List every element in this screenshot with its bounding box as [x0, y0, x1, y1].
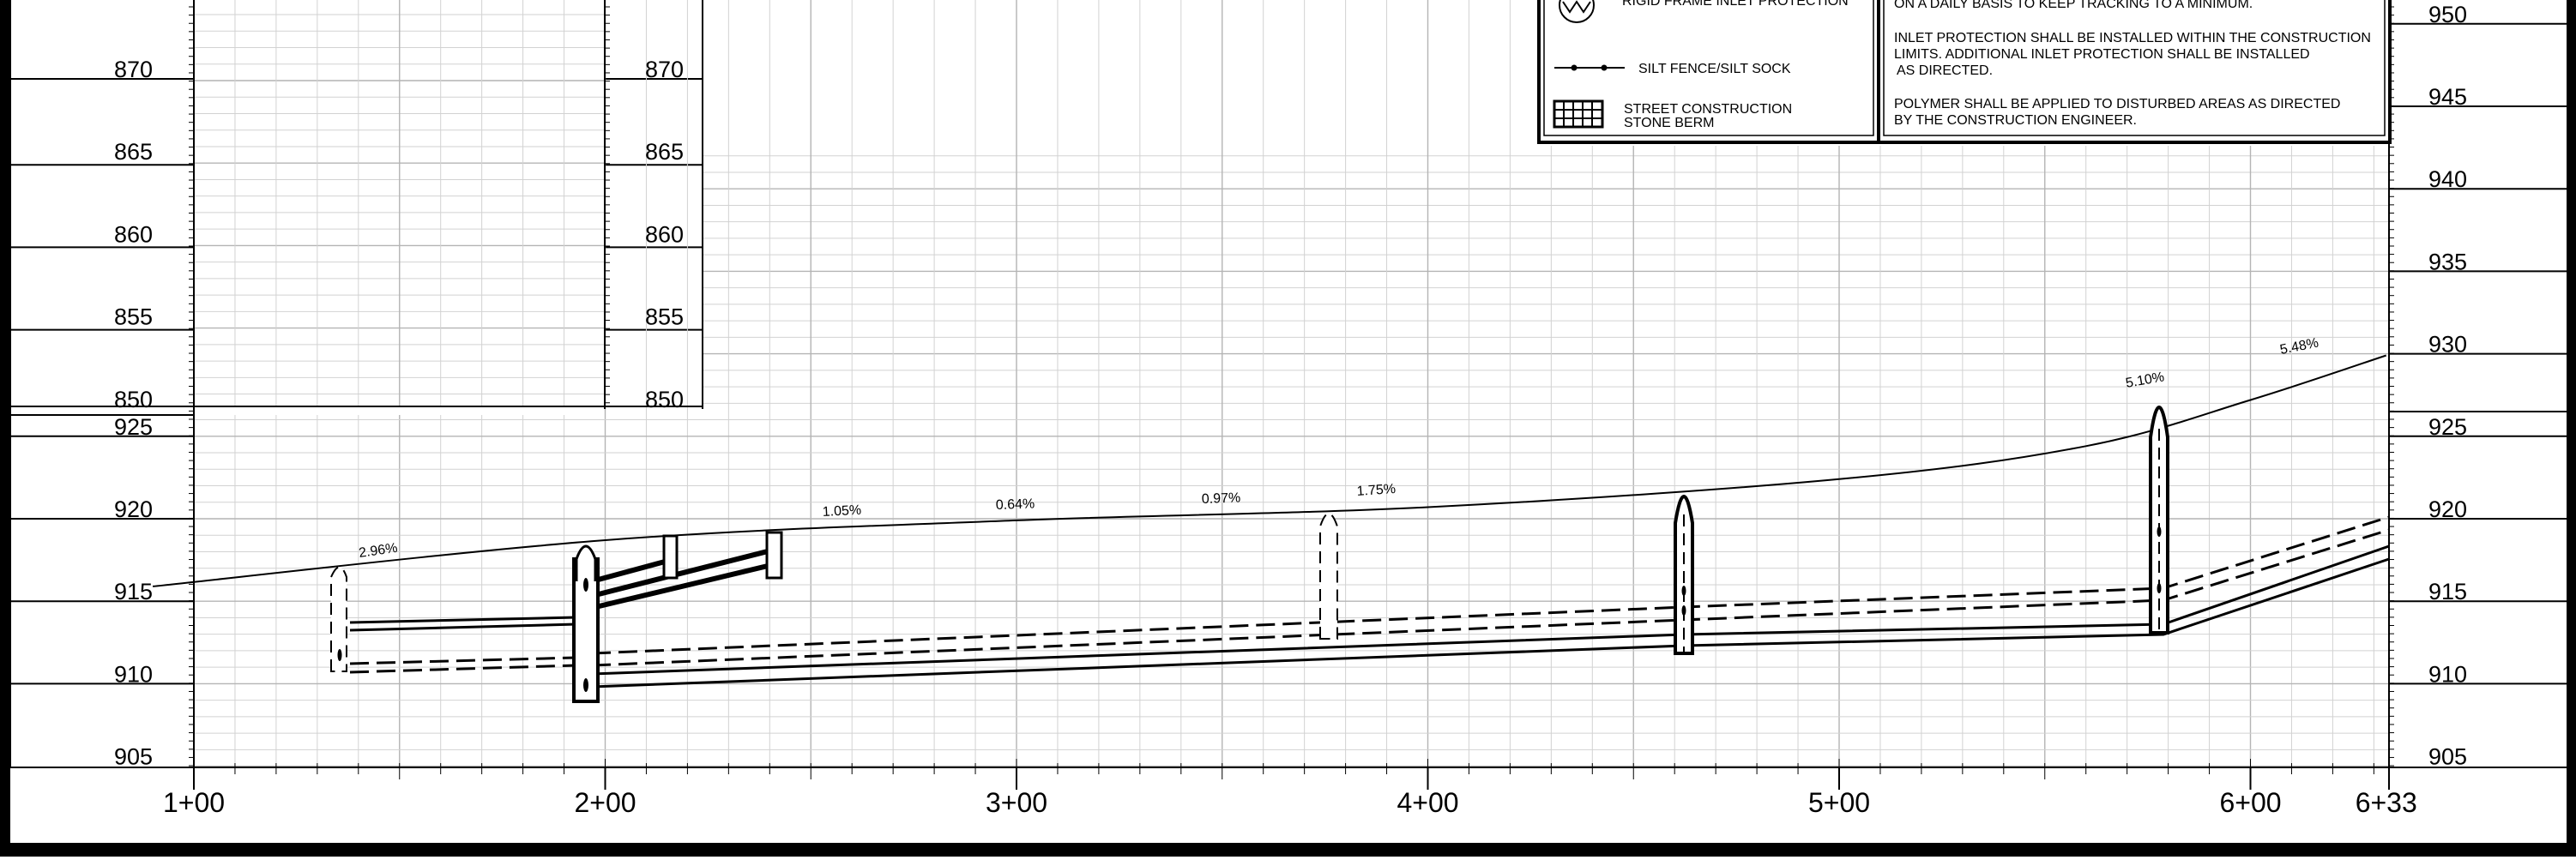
legend-stone-berm-label-2: STONE BERM [1624, 116, 1715, 130]
elevation-label: 905 [2428, 744, 2467, 770]
elevation-label: 855 [114, 304, 153, 330]
station-label: 4+00 [1397, 787, 1458, 818]
mid-upper-elevation-labels: 870 865 860 855 850 [645, 57, 684, 412]
legend-rigid-frame-label: RIGID FRAME INLET PROTECTION [1622, 0, 1849, 9]
station-axis: 1+00 2+00 3+00 4+00 5+00 6+00 6+33 [163, 759, 2417, 818]
station-label: 6+00 [2219, 787, 2281, 818]
pipe-solid-upper [591, 544, 2390, 676]
pipe-dashed-lower [591, 528, 2390, 667]
notes-box: ON A DAILY BASIS TO KEEP TRACKING TO A M… [1877, 0, 2392, 144]
legend-box: RIGID FRAME INLET PROTECTION SILT FENCE/… [1537, 0, 1880, 144]
branch-bold-3 [591, 563, 769, 610]
elevation-label: 865 [114, 139, 153, 165]
elevation-label: 860 [114, 221, 153, 247]
elevation-label: 920 [114, 496, 153, 522]
elevation-label: 870 [114, 57, 153, 82]
elevation-label: 850 [114, 387, 153, 412]
note-line-6: BY THE CONSTRUCTION ENGINEER. [1894, 113, 2137, 128]
legend-silt-fence-label: SILT FENCE/SILT SOCK [1638, 62, 1791, 76]
elevation-label: 915 [114, 579, 153, 604]
note-line-3: LIMITS. ADDITIONAL INLET PROTECTION SHAL… [1894, 47, 2310, 62]
structures [330, 406, 2169, 703]
pipe-solid-lower [591, 557, 2390, 689]
note-line-1: ON A DAILY BASIS TO KEEP TRACKING TO A M… [1894, 0, 2253, 11]
branch-bold-1 [591, 559, 666, 584]
elevation-label: 870 [645, 57, 684, 82]
lateral-left-solid-lower [349, 622, 577, 632]
profile-grid [10, 415, 2572, 767]
station-label: 2+00 [574, 787, 636, 818]
elevation-label: 860 [645, 221, 684, 247]
right-upper-elevation-labels: 950 945 940 935 930 [2428, 2, 2467, 358]
elevation-label: 940 [2428, 166, 2467, 192]
branch-bold-2 [591, 549, 769, 598]
elevation-label: 935 [2428, 249, 2467, 274]
elevation-label: 930 [2428, 332, 2467, 358]
inlet-dashed-2 [1319, 513, 1338, 640]
elevation-label: 850 [645, 387, 684, 412]
legend-stone-berm-label-1: STREET CONSTRUCTION [1624, 102, 1792, 117]
grade-label-3: 0.64% [996, 496, 1035, 513]
note-line-4: AS DIRECTED. [1897, 63, 1993, 78]
elevation-label: 855 [645, 304, 684, 330]
grade-labels: 2.96% 1.05% 0.64% 0.97% 1.75% 5.10% 5.48… [358, 336, 2320, 561]
right-lower-elevation-labels: 925 920 915 910 905 [2428, 414, 2467, 770]
rigid-frame-symbol-icon [1559, 0, 1595, 23]
note-line-5: POLYMER SHALL BE APPLIED TO DISTURBED AR… [1894, 97, 2340, 111]
elevation-label: 945 [2428, 84, 2467, 110]
inlet-dashed-1 [330, 566, 347, 672]
elevation-label: 910 [114, 661, 153, 687]
station-label: 6+33 [2356, 787, 2417, 818]
elevation-label: 865 [645, 139, 684, 165]
grade-label-5: 1.75% [1356, 482, 1396, 499]
lateral-left-dashed-upper [349, 656, 577, 665]
elevation-label: 950 [2428, 2, 2467, 27]
inlet-solid-4 [2149, 406, 2169, 634]
grade-label-4: 0.97% [1202, 490, 1241, 507]
station-label: 3+00 [986, 787, 1047, 818]
station-label: 1+00 [163, 787, 225, 818]
silt-fence-symbol-icon [1554, 64, 1625, 71]
inlet-solid-3 [1674, 495, 1694, 655]
elevation-label: 910 [2428, 661, 2467, 687]
elevation-label: 925 [2428, 414, 2467, 440]
box-structure-1 [662, 534, 679, 580]
manhole-2-00 [572, 544, 600, 703]
elevation-label: 920 [2428, 496, 2467, 522]
lateral-left-solid-upper [349, 616, 577, 624]
lateral-left-dashed-lower [349, 664, 577, 674]
elevation-label: 925 [114, 414, 153, 440]
station-label: 5+00 [1808, 787, 1870, 818]
elevation-label: 905 [114, 744, 153, 770]
grade-label-2: 1.05% [822, 503, 861, 520]
left-lower-elevation-labels: 925 920 915 910 905 [114, 414, 153, 770]
grade-label-1: 2.96% [358, 541, 398, 561]
left-upper-elevation-labels: 870 865 860 855 850 [114, 57, 153, 412]
pipe-dashed-upper [591, 515, 2390, 655]
box-structure-2 [765, 531, 783, 580]
elevation-label: 915 [2428, 579, 2467, 604]
stone-berm-symbol-icon [1553, 99, 1604, 129]
note-line-2: INLET PROTECTION SHALL BE INSTALLED WITH… [1894, 31, 2371, 45]
upper-left-grid [10, 0, 703, 406]
